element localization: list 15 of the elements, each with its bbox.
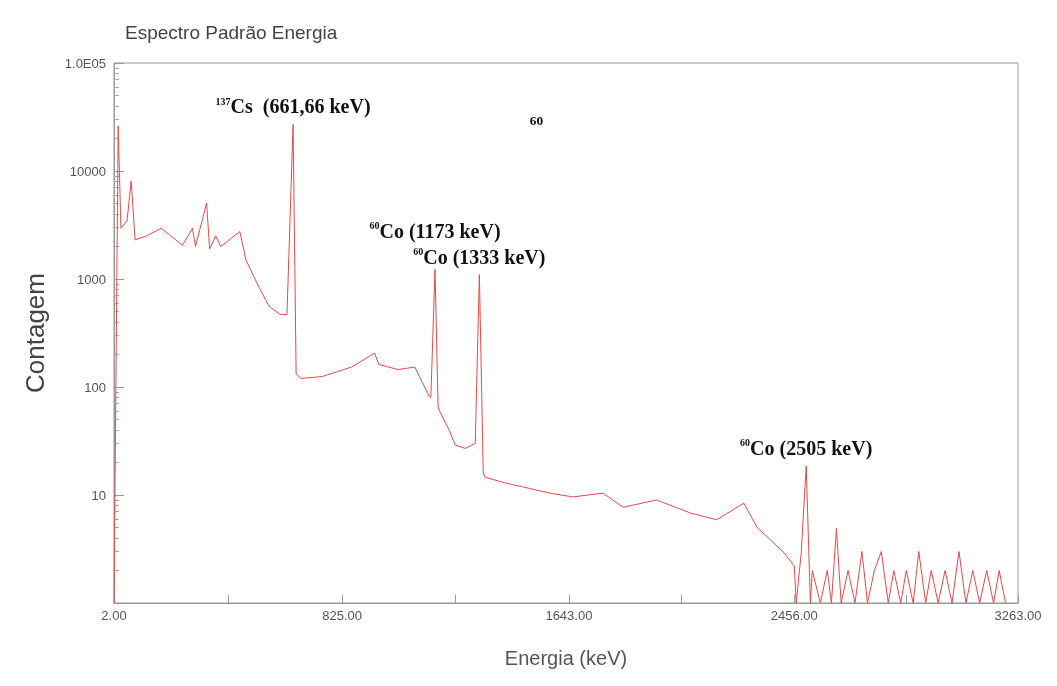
x-tick-label: 1643.00 [545, 608, 593, 623]
y-tick-label: 10 [91, 487, 106, 503]
chart-title: Espectro Padrão Energia [125, 22, 338, 43]
annotation: 60 [529, 113, 544, 128]
x-tick-label: 2456.00 [770, 608, 818, 623]
y-axis-title: Contagem [20, 273, 50, 393]
x-tick-label: 3263.00 [994, 608, 1042, 623]
y-tick-label: 1.0E05 [64, 55, 106, 71]
y-tick-label: 100 [84, 379, 106, 395]
x-axis-title: Energia (keV) [504, 647, 628, 669]
line-series [113, 123, 1007, 604]
y-tick-label: 10000 [69, 163, 106, 179]
x-tick-label: 2.00 [101, 608, 127, 623]
x-tick-label: 825.00 [322, 608, 363, 623]
y-tick-label: 1000 [77, 271, 106, 287]
